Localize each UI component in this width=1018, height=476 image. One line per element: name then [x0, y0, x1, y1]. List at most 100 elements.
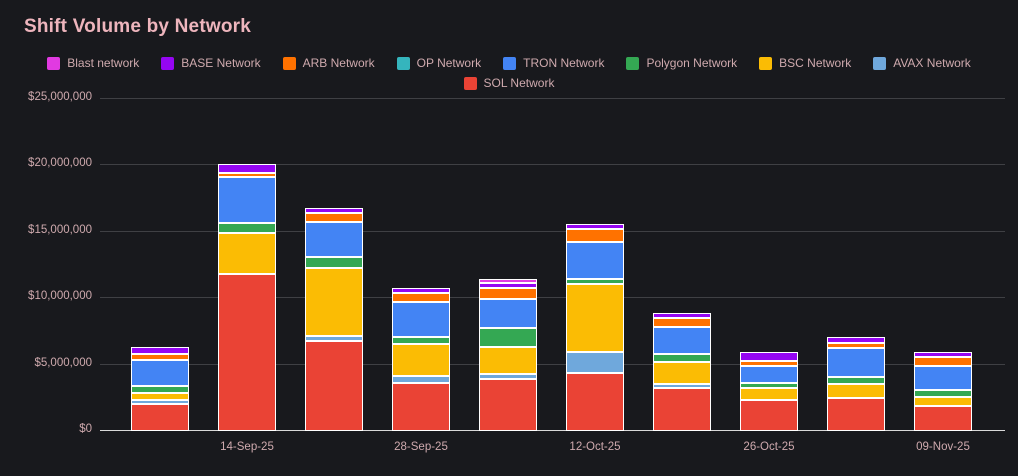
x-axis-tick-label: 12-Oct-25: [569, 441, 621, 453]
bar-segment-arb-network[interactable]: [827, 343, 885, 348]
gridline: [100, 364, 1005, 365]
bar-segment-tron-network[interactable]: [827, 348, 885, 377]
bar-segment-blast-network[interactable]: [479, 279, 537, 283]
bar-segment-avax-network[interactable]: [479, 374, 537, 379]
bar-segment-polygon-network[interactable]: [566, 279, 624, 284]
bar-segment-sol-network[interactable]: [218, 274, 276, 431]
bar-segment-sol-network[interactable]: [740, 400, 798, 431]
bar-segment-arb-network[interactable]: [914, 357, 972, 366]
bar-segment-bsc-network[interactable]: [305, 268, 363, 336]
legend-item-bsc-network[interactable]: BSC Network: [759, 56, 851, 70]
legend-swatch-arb-network: [282, 56, 296, 70]
legend-swatch-sol-network: [463, 76, 477, 90]
bar-segment-sol-network[interactable]: [653, 388, 711, 431]
bar-segment-polygon-network[interactable]: [218, 223, 276, 233]
bar-segment-base-network[interactable]: [131, 347, 189, 354]
bar-segment-tron-network[interactable]: [566, 242, 624, 279]
bar-segment-base-network[interactable]: [827, 337, 885, 343]
bar-segment-avax-network[interactable]: [305, 336, 363, 341]
bar-segment-arb-network[interactable]: [653, 318, 711, 327]
bar-segment-bsc-network[interactable]: [653, 362, 711, 384]
legend-label: SOL Network: [483, 76, 555, 90]
bar-segment-bsc-network[interactable]: [131, 393, 189, 400]
bar-26-oct-25: [740, 352, 798, 431]
legend-row: Blast network BASE Network ARB Network OP N…: [0, 53, 1018, 73]
bar-segment-arb-network[interactable]: [305, 213, 363, 222]
y-axis-tick-label: $20,000,000: [28, 157, 92, 169]
bar-09-nov-25: [914, 352, 972, 431]
bar-segment-tron-network[interactable]: [392, 302, 450, 337]
bar-segment-sol-network[interactable]: [479, 379, 537, 431]
bar-segment-avax-network[interactable]: [392, 376, 450, 383]
bar-segment-arb-network[interactable]: [218, 173, 276, 177]
bar-segment-base-network[interactable]: [740, 352, 798, 361]
bar-segment-bsc-network[interactable]: [740, 388, 798, 400]
bar-segment-arb-network[interactable]: [131, 354, 189, 360]
legend-label: OP Network: [416, 56, 482, 70]
bar-segment-bsc-network[interactable]: [218, 233, 276, 274]
bar-segment-base-network[interactable]: [566, 224, 624, 229]
legend-item-op-network[interactable]: OP Network: [396, 56, 482, 70]
bar-segment-arb-network[interactable]: [392, 293, 450, 302]
legend-item-blast-network[interactable]: Blast network: [47, 56, 139, 70]
bar-segment-base-network[interactable]: [914, 352, 972, 357]
legend-label: BSC Network: [779, 56, 852, 70]
bar-segment-base-network[interactable]: [218, 164, 276, 173]
bar-segment-bsc-network[interactable]: [566, 284, 624, 352]
bar-segment-polygon-network[interactable]: [479, 328, 537, 347]
bar-segment-base-network[interactable]: [479, 283, 537, 288]
legend-item-base-network[interactable]: BASE Network: [161, 56, 261, 70]
chart-title: Shift Volume by Network: [24, 16, 251, 37]
bar-segment-avax-network[interactable]: [566, 352, 624, 373]
bar-segment-polygon-network[interactable]: [914, 390, 972, 397]
bar-segment-arb-network[interactable]: [479, 288, 537, 299]
bar-segment-tron-network[interactable]: [740, 366, 798, 383]
legend-item-sol-network[interactable]: SOL Network: [463, 76, 555, 90]
bar-segment-tron-network[interactable]: [305, 222, 363, 257]
bar-segment-avax-network[interactable]: [131, 400, 189, 404]
bar-segment-base-network[interactable]: [653, 313, 711, 318]
bar-segment-bsc-network[interactable]: [827, 384, 885, 398]
bar-segment-polygon-network[interactable]: [740, 383, 798, 388]
bar-segment-tron-network[interactable]: [131, 360, 189, 386]
legend-label: BASE Network: [181, 56, 261, 70]
legend-swatch-tron-network: [503, 56, 517, 70]
bar-segment-sol-network[interactable]: [131, 404, 189, 431]
bar-segment-bsc-network[interactable]: [479, 347, 537, 374]
bar-segment-avax-network[interactable]: [653, 384, 711, 388]
bar-segment-tron-network[interactable]: [653, 327, 711, 354]
legend-label: Polygon Network: [646, 56, 738, 70]
bar-segment-polygon-network[interactable]: [827, 377, 885, 384]
bar-segment-tron-network[interactable]: [218, 177, 276, 223]
bar-segment-base-network[interactable]: [305, 208, 363, 213]
bar-segment-sol-network[interactable]: [827, 398, 885, 431]
bar-segment-sol-network[interactable]: [392, 383, 450, 431]
bar-07-sep-25: [131, 347, 189, 431]
bar-segment-arb-network[interactable]: [566, 229, 624, 242]
bar-segment-polygon-network[interactable]: [653, 354, 711, 362]
bar-segment-arb-network[interactable]: [740, 361, 798, 366]
bar-28-sep-25: [392, 288, 450, 431]
bar-segment-polygon-network[interactable]: [392, 337, 450, 344]
bar-segment-tron-network[interactable]: [479, 299, 537, 328]
legend-label: ARB Network: [302, 56, 375, 70]
legend-item-avax-network[interactable]: AVAX Network: [873, 56, 971, 70]
legend-row: SOL Network: [0, 73, 1018, 93]
legend-item-arb-network[interactable]: ARB Network: [282, 56, 375, 70]
legend-item-tron-network[interactable]: TRON Network: [503, 56, 604, 70]
bar-segment-sol-network[interactable]: [566, 373, 624, 431]
bar-segment-polygon-network[interactable]: [305, 257, 363, 268]
bar-segment-tron-network[interactable]: [914, 366, 972, 390]
x-axis-tick-label: 28-Sep-25: [394, 441, 448, 453]
legend-label: AVAX Network: [893, 56, 971, 70]
legend-label: Blast network: [67, 56, 140, 70]
bar-segment-bsc-network[interactable]: [392, 344, 450, 376]
legend-swatch-op-network: [396, 56, 410, 70]
bar-segment-sol-network[interactable]: [914, 406, 972, 431]
bar-segment-base-network[interactable]: [392, 288, 450, 293]
bar-segment-bsc-network[interactable]: [914, 397, 972, 406]
legend-item-polygon-network[interactable]: Polygon Network: [626, 56, 737, 70]
bar-segment-polygon-network[interactable]: [131, 386, 189, 393]
bar-segment-sol-network[interactable]: [305, 341, 363, 431]
